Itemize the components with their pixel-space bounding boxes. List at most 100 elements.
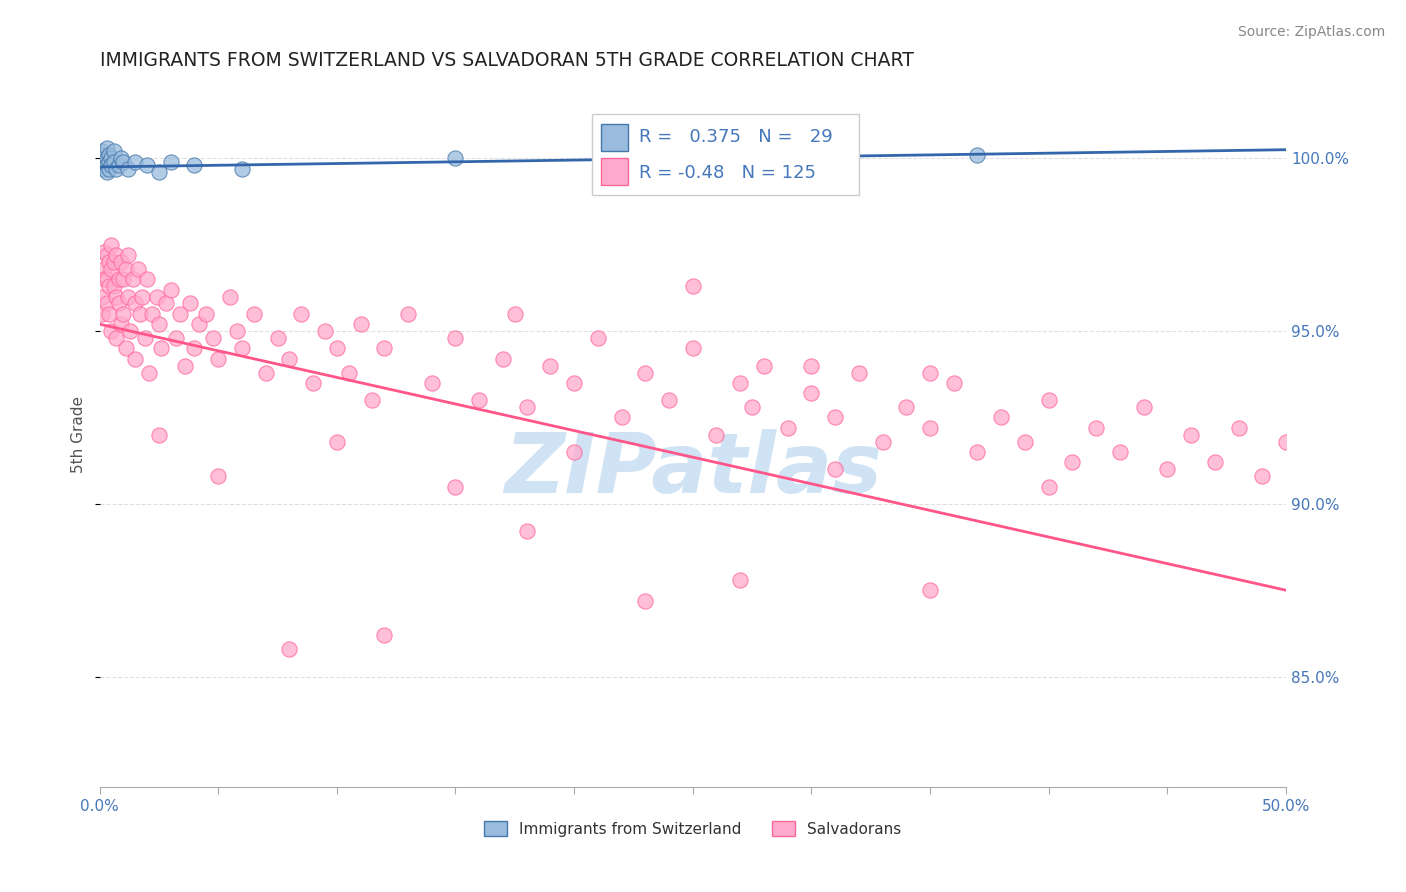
Point — [114, 261, 136, 276]
Point — [98, 161, 121, 176]
Text: Source: ZipAtlas.com: Source: ZipAtlas.com — [1237, 25, 1385, 39]
Point — [96, 141, 118, 155]
Point — [169, 307, 191, 321]
Point — [129, 307, 152, 321]
Point — [100, 152, 122, 166]
Point — [706, 427, 728, 442]
Point — [326, 342, 349, 356]
FancyBboxPatch shape — [602, 158, 627, 185]
Point — [373, 628, 395, 642]
Point — [98, 154, 121, 169]
Point — [918, 421, 941, 435]
Point — [752, 359, 775, 373]
Point — [91, 158, 114, 172]
Point — [516, 400, 538, 414]
Point — [98, 148, 121, 162]
Point — [396, 307, 419, 321]
Point — [107, 158, 129, 172]
Point — [100, 261, 122, 276]
Point — [107, 296, 129, 310]
Point — [492, 351, 515, 366]
Point — [231, 161, 253, 176]
Point — [188, 317, 211, 331]
Point — [159, 154, 181, 169]
Point — [444, 331, 467, 345]
Point — [800, 386, 823, 401]
Point — [96, 296, 118, 310]
Point — [100, 324, 122, 338]
Point — [314, 324, 336, 338]
Text: IMMIGRANTS FROM SWITZERLAND VS SALVADORAN 5TH GRADE CORRELATION CHART: IMMIGRANTS FROM SWITZERLAND VS SALVADORA… — [100, 51, 914, 70]
Point — [136, 158, 159, 172]
Point — [148, 165, 170, 179]
Point — [103, 154, 125, 169]
Text: ZIPatlas: ZIPatlas — [503, 429, 882, 510]
Point — [110, 255, 132, 269]
Point — [420, 376, 443, 390]
Point — [93, 161, 115, 176]
Point — [562, 376, 585, 390]
Point — [219, 289, 242, 303]
Point — [243, 307, 266, 321]
Point — [728, 573, 751, 587]
Point — [278, 642, 301, 657]
Point — [100, 158, 122, 172]
Point — [918, 583, 941, 598]
Point — [468, 393, 491, 408]
Point — [302, 376, 325, 390]
Point — [124, 154, 146, 169]
Point — [117, 289, 139, 303]
Point — [444, 152, 467, 166]
Point — [120, 324, 142, 338]
Point — [91, 145, 114, 159]
Point — [1085, 421, 1108, 435]
Point — [110, 317, 132, 331]
Point — [896, 400, 918, 414]
Point — [231, 342, 253, 356]
Point — [1038, 479, 1060, 493]
Point — [634, 366, 657, 380]
Point — [1014, 434, 1036, 449]
Point — [1062, 455, 1084, 469]
Point — [121, 272, 143, 286]
Point — [124, 296, 146, 310]
Y-axis label: 5th Grade: 5th Grade — [72, 396, 86, 474]
Point — [373, 342, 395, 356]
Point — [1251, 469, 1274, 483]
Point — [290, 307, 312, 321]
Point — [159, 283, 181, 297]
Point — [134, 331, 156, 345]
Point — [207, 351, 229, 366]
Point — [278, 351, 301, 366]
Point — [103, 255, 125, 269]
Point — [150, 342, 173, 356]
Point — [93, 261, 115, 276]
Legend: Immigrants from Switzerland, Salvadorans: Immigrants from Switzerland, Salvadorans — [478, 814, 908, 843]
Point — [1156, 462, 1178, 476]
Point — [117, 161, 139, 176]
Point — [100, 237, 122, 252]
Point — [800, 359, 823, 373]
Point — [141, 307, 163, 321]
Point — [91, 307, 114, 321]
Point — [183, 342, 205, 356]
Point — [138, 366, 160, 380]
Point — [1275, 434, 1298, 449]
Point — [96, 272, 118, 286]
Text: R = -0.48   N = 125: R = -0.48 N = 125 — [640, 163, 817, 182]
Point — [96, 158, 118, 172]
Point — [966, 445, 988, 459]
Point — [776, 421, 799, 435]
Point — [148, 317, 170, 331]
Point — [682, 279, 704, 293]
Point — [179, 296, 201, 310]
Point — [96, 165, 118, 179]
Point — [127, 261, 149, 276]
Point — [174, 359, 197, 373]
Point — [148, 427, 170, 442]
Point — [202, 331, 225, 345]
Point — [1038, 393, 1060, 408]
Point — [96, 248, 118, 262]
Point — [103, 145, 125, 159]
Point — [226, 324, 249, 338]
